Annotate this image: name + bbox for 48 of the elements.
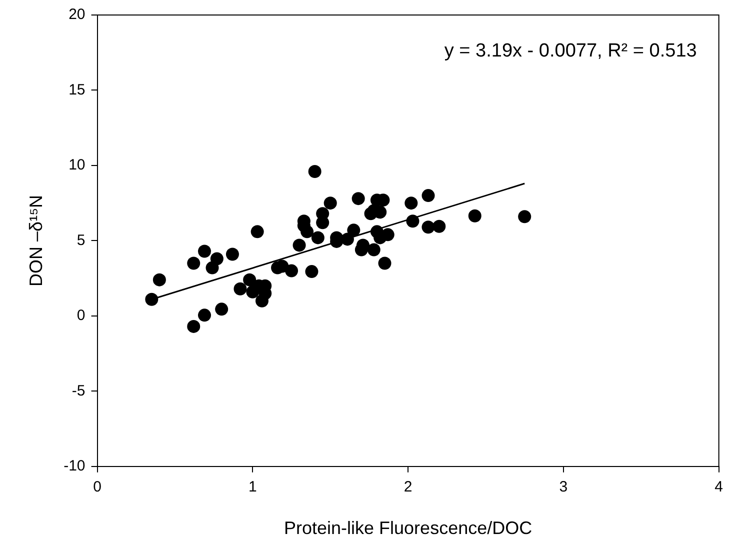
point [145, 292, 158, 306]
point [468, 209, 482, 222]
point [432, 220, 446, 233]
point [215, 302, 228, 316]
point [308, 164, 322, 178]
point [422, 220, 435, 234]
y-tick-label: 5 [76, 232, 86, 249]
y-tick-label: 15 [68, 81, 86, 98]
point [406, 214, 420, 228]
point [324, 196, 337, 210]
point [198, 308, 211, 322]
point [367, 243, 380, 256]
point [518, 210, 532, 224]
point [187, 320, 200, 333]
point [381, 228, 394, 242]
point [378, 256, 392, 270]
point [250, 225, 264, 238]
point [316, 216, 330, 230]
y-tick-label: -10 [64, 458, 86, 475]
point [152, 273, 166, 286]
x-tick-label: 0 [93, 478, 102, 496]
point [243, 273, 256, 286]
point [187, 256, 200, 270]
annotation: y = 3.19x - 0.0077, R² = 0.513 [444, 40, 697, 62]
x-axis-title: Protein-like Fluorescence/DOC [284, 518, 532, 538]
point [292, 238, 306, 252]
y-tick-label: -5 [72, 382, 86, 400]
point [210, 252, 224, 266]
point [311, 231, 324, 244]
point [404, 196, 418, 210]
x-tick-label: 1 [248, 478, 257, 496]
point [285, 264, 298, 278]
point [352, 192, 365, 206]
x-tick-label: 3 [559, 478, 568, 496]
y-tick-label: 0 [76, 307, 86, 324]
x-tick-label: 2 [404, 478, 412, 496]
point [300, 225, 314, 238]
point [422, 189, 435, 202]
x-tick-label: 4 [714, 478, 723, 496]
point [347, 224, 360, 237]
y-tick-label: 20 [68, 6, 86, 24]
y-tick-label: 10 [68, 156, 86, 174]
point [305, 265, 318, 278]
point [234, 282, 247, 296]
y-axis-title: DON –δ¹⁵N [26, 194, 46, 286]
point [198, 244, 211, 258]
point [340, 232, 354, 246]
point [226, 248, 239, 261]
